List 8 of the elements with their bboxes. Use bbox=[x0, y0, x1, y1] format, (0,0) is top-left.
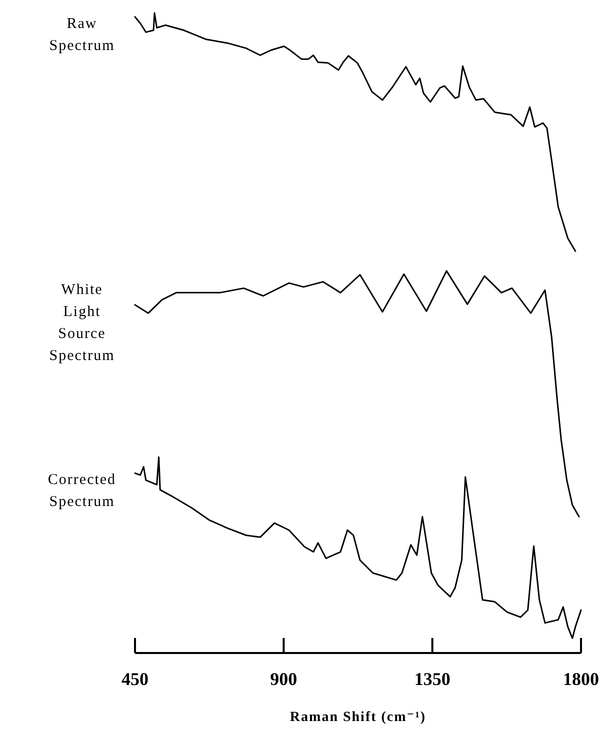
x-tick-label: 900 bbox=[270, 669, 298, 689]
x-tick-label: 1800 bbox=[563, 669, 599, 689]
series-label: Corrected Spectrum bbox=[48, 472, 116, 510]
x-tick-label: 450 bbox=[122, 669, 148, 689]
x-axis-title: Raman Shift (cm⁻¹) bbox=[290, 710, 426, 725]
x-tick-label: 1350 bbox=[414, 669, 450, 689]
series-label: White Light Source Spectrum bbox=[49, 282, 115, 364]
series-label: Raw Spectrum bbox=[49, 16, 115, 54]
